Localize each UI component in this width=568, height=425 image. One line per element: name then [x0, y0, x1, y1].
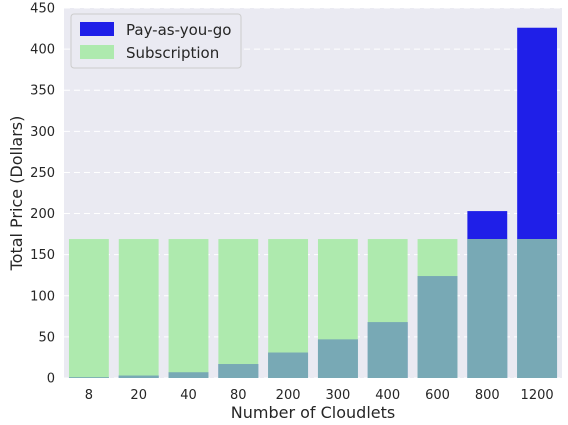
y-axis-title: Total Price (Dollars) [7, 116, 26, 272]
legend-label-pay-as-you-go: Pay-as-you-go [126, 21, 231, 39]
y-tick-label: 200 [30, 207, 55, 222]
bar-overlap [367, 322, 408, 378]
bar-overlap [168, 372, 209, 378]
x-tick-label: 300 [325, 388, 350, 403]
bar-subscription [218, 239, 259, 378]
bar-overlap [218, 364, 259, 378]
bar-overlap [517, 239, 558, 378]
bar-overlap [268, 352, 309, 378]
x-tick-label: 200 [276, 388, 301, 403]
bar-overlap [317, 339, 358, 378]
x-tick-label: 600 [425, 388, 450, 403]
y-tick-label: 250 [30, 166, 55, 181]
x-tick-label: 1200 [521, 388, 554, 403]
y-tick-label: 350 [30, 84, 55, 99]
legend-swatch-pay-as-you-go [80, 22, 114, 36]
y-tick-label: 300 [30, 125, 55, 140]
x-tick-label: 80 [230, 388, 247, 403]
bar-overlap [467, 239, 508, 378]
x-tick-label: 800 [475, 388, 500, 403]
bar-overlap [417, 276, 458, 378]
bar-overlap [118, 375, 159, 378]
y-tick-label: 0 [47, 372, 55, 387]
legend-label-subscription: Subscription [126, 44, 219, 62]
y-tick-label: 150 [30, 248, 55, 263]
x-axis-title: Number of Cloudlets [231, 403, 395, 422]
bar-subscription [118, 239, 159, 378]
x-tick-label: 400 [375, 388, 400, 403]
bar-overlap [68, 377, 109, 378]
bar-subscription [68, 239, 109, 378]
y-tick-label: 50 [38, 330, 55, 345]
bars [68, 27, 558, 378]
x-tick-label: 20 [130, 388, 147, 403]
bar-subscription [168, 239, 209, 378]
legend-swatch-subscription [80, 45, 114, 59]
y-axis: 0 50 100 150 200 250 300 350 400 450 [30, 2, 55, 387]
x-axis: 8 20 40 80 200 300 400 600 800 1200 [85, 388, 554, 403]
y-tick-label: 400 [30, 43, 55, 58]
x-tick-label: 8 [85, 388, 93, 403]
legend: Pay-as-you-go Subscription [70, 13, 242, 69]
y-tick-label: 100 [30, 289, 55, 304]
x-tick-label: 40 [180, 388, 197, 403]
y-tick-label: 450 [30, 2, 55, 17]
